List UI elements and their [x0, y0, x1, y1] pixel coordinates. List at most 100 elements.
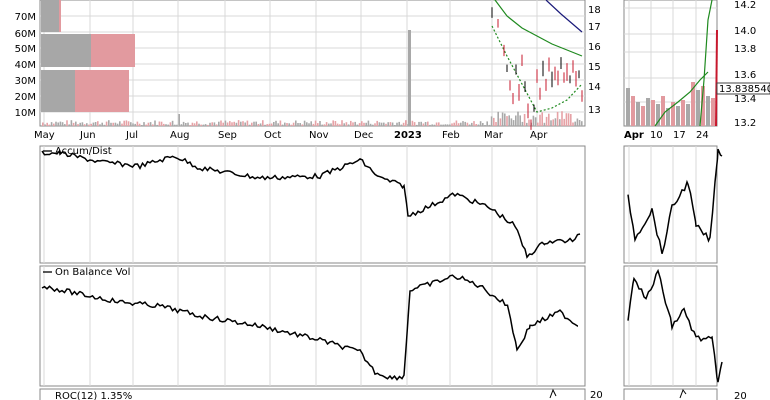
volume-bar: [281, 124, 284, 126]
zoom-volume-bar: [711, 98, 715, 126]
volume-bar: [303, 120, 306, 126]
volume-bar: [561, 111, 563, 126]
volume-bar: [130, 122, 132, 126]
zoom-volume-bar: [651, 100, 655, 126]
price-tick-label: 15: [588, 62, 601, 73]
volume-bar: [297, 123, 299, 126]
upper-band-line: [494, 0, 583, 57]
volume-bar: [325, 122, 328, 126]
volume-bar: [112, 122, 114, 126]
zoom-volume-bar: [636, 102, 640, 126]
volume-bar: [136, 121, 139, 126]
volume-bar: [460, 122, 462, 126]
month-axis: May Jun Jul Aug Sep Oct Nov Dec 2023 Feb…: [34, 130, 548, 141]
volume-bar: [581, 121, 583, 126]
volume-bar: [101, 122, 103, 126]
volume-tick-label: 60M: [15, 29, 36, 40]
volume-bar: [451, 123, 453, 126]
accum-dist-panel: Accum/Dist: [39, 145, 723, 264]
volume-bar: [576, 118, 579, 126]
zoom-month-label: 24: [696, 130, 709, 141]
volume-bar: [394, 125, 396, 126]
volume-bar: [176, 124, 178, 126]
zoom-volume-bar: [646, 98, 650, 126]
volume-bar: [528, 119, 530, 126]
volume-bar: [226, 122, 229, 126]
volume-bar: [539, 114, 541, 126]
volume-bar: [169, 122, 172, 126]
zoom-tick-label: 14.0: [734, 26, 756, 37]
volume-bar: [44, 124, 46, 126]
month-label: May: [34, 130, 55, 141]
moving-average-line: [545, 0, 583, 33]
volume-bar: [143, 122, 145, 126]
volume-bar: [97, 121, 99, 126]
vbp-bar-gray: [41, 0, 59, 32]
volume-bar: [288, 123, 290, 126]
month-label: Jul: [125, 130, 138, 141]
volume-bar: [422, 123, 425, 126]
volume-bar: [356, 124, 359, 126]
volume-bar: [55, 121, 57, 126]
price-tick-label: 13: [588, 105, 601, 116]
month-label: Oct: [264, 130, 281, 141]
month-label: Mar: [484, 130, 504, 141]
month-label-year: 2023: [394, 130, 422, 141]
volume-bar: [473, 121, 475, 126]
volume-tick-label: 10M: [15, 108, 36, 119]
zoom-month-label: 17: [673, 130, 686, 141]
volume-bar: [317, 123, 319, 126]
volume-bar: [125, 120, 128, 126]
volume-bar: [532, 115, 535, 126]
accum-panel-label: Accum/Dist: [55, 146, 112, 157]
volume-bar: [345, 122, 348, 126]
obv-zoom-line: [627, 268, 723, 383]
volume-bar: [246, 120, 249, 126]
volume-bar: [123, 120, 125, 126]
month-label: Nov: [309, 130, 329, 141]
volume-axis: 70M 60M 50M 40M 30M 20M 10M: [15, 12, 36, 119]
volume-bar: [484, 125, 486, 126]
obv-line: [41, 274, 578, 381]
volume-bar: [526, 122, 528, 126]
volume-bar: [431, 124, 433, 126]
volume-bar: [537, 122, 539, 126]
volume-bar: [523, 114, 526, 126]
price-axis: 18 17 16 15 14 13: [588, 5, 601, 116]
volume-bar: [127, 121, 130, 126]
volume-bar: [391, 122, 394, 126]
volume-bar: [341, 120, 343, 126]
volume-bar: [501, 112, 504, 126]
volume-bar: [328, 123, 330, 126]
volume-bar: [438, 122, 440, 126]
volume-bar: [160, 121, 163, 126]
volume-bar: [565, 113, 568, 126]
zoom-price-line: [715, 29, 718, 127]
volume-bar: [402, 122, 405, 126]
volume-bar: [92, 122, 95, 126]
volume-bar: [475, 124, 477, 126]
volume-bar: [521, 121, 524, 126]
volume-bar: [193, 123, 196, 126]
volume-bar: [134, 123, 136, 126]
volume-bar: [510, 118, 513, 126]
volume-bar: [81, 122, 84, 126]
volume-bar: [479, 121, 482, 126]
volume-bar: [86, 123, 88, 126]
volume-bar: [110, 122, 112, 126]
zoom-volume-bar: [661, 96, 665, 126]
volume-bar: [295, 120, 297, 126]
volume-bar: [138, 123, 141, 126]
zoom-tick-label: 13.2: [734, 118, 756, 129]
volume-bar: [336, 123, 339, 126]
zoom-volume-bar: [686, 104, 690, 126]
volume-bar: [314, 120, 317, 126]
volume-bar: [48, 124, 51, 126]
volume-bar: [273, 122, 275, 126]
zoom-tick-label: 13.8: [734, 44, 756, 55]
volume-bar: [466, 122, 469, 126]
volume-bar: [251, 122, 253, 126]
volume-bar: [330, 123, 332, 126]
volume-bar: [233, 121, 235, 126]
